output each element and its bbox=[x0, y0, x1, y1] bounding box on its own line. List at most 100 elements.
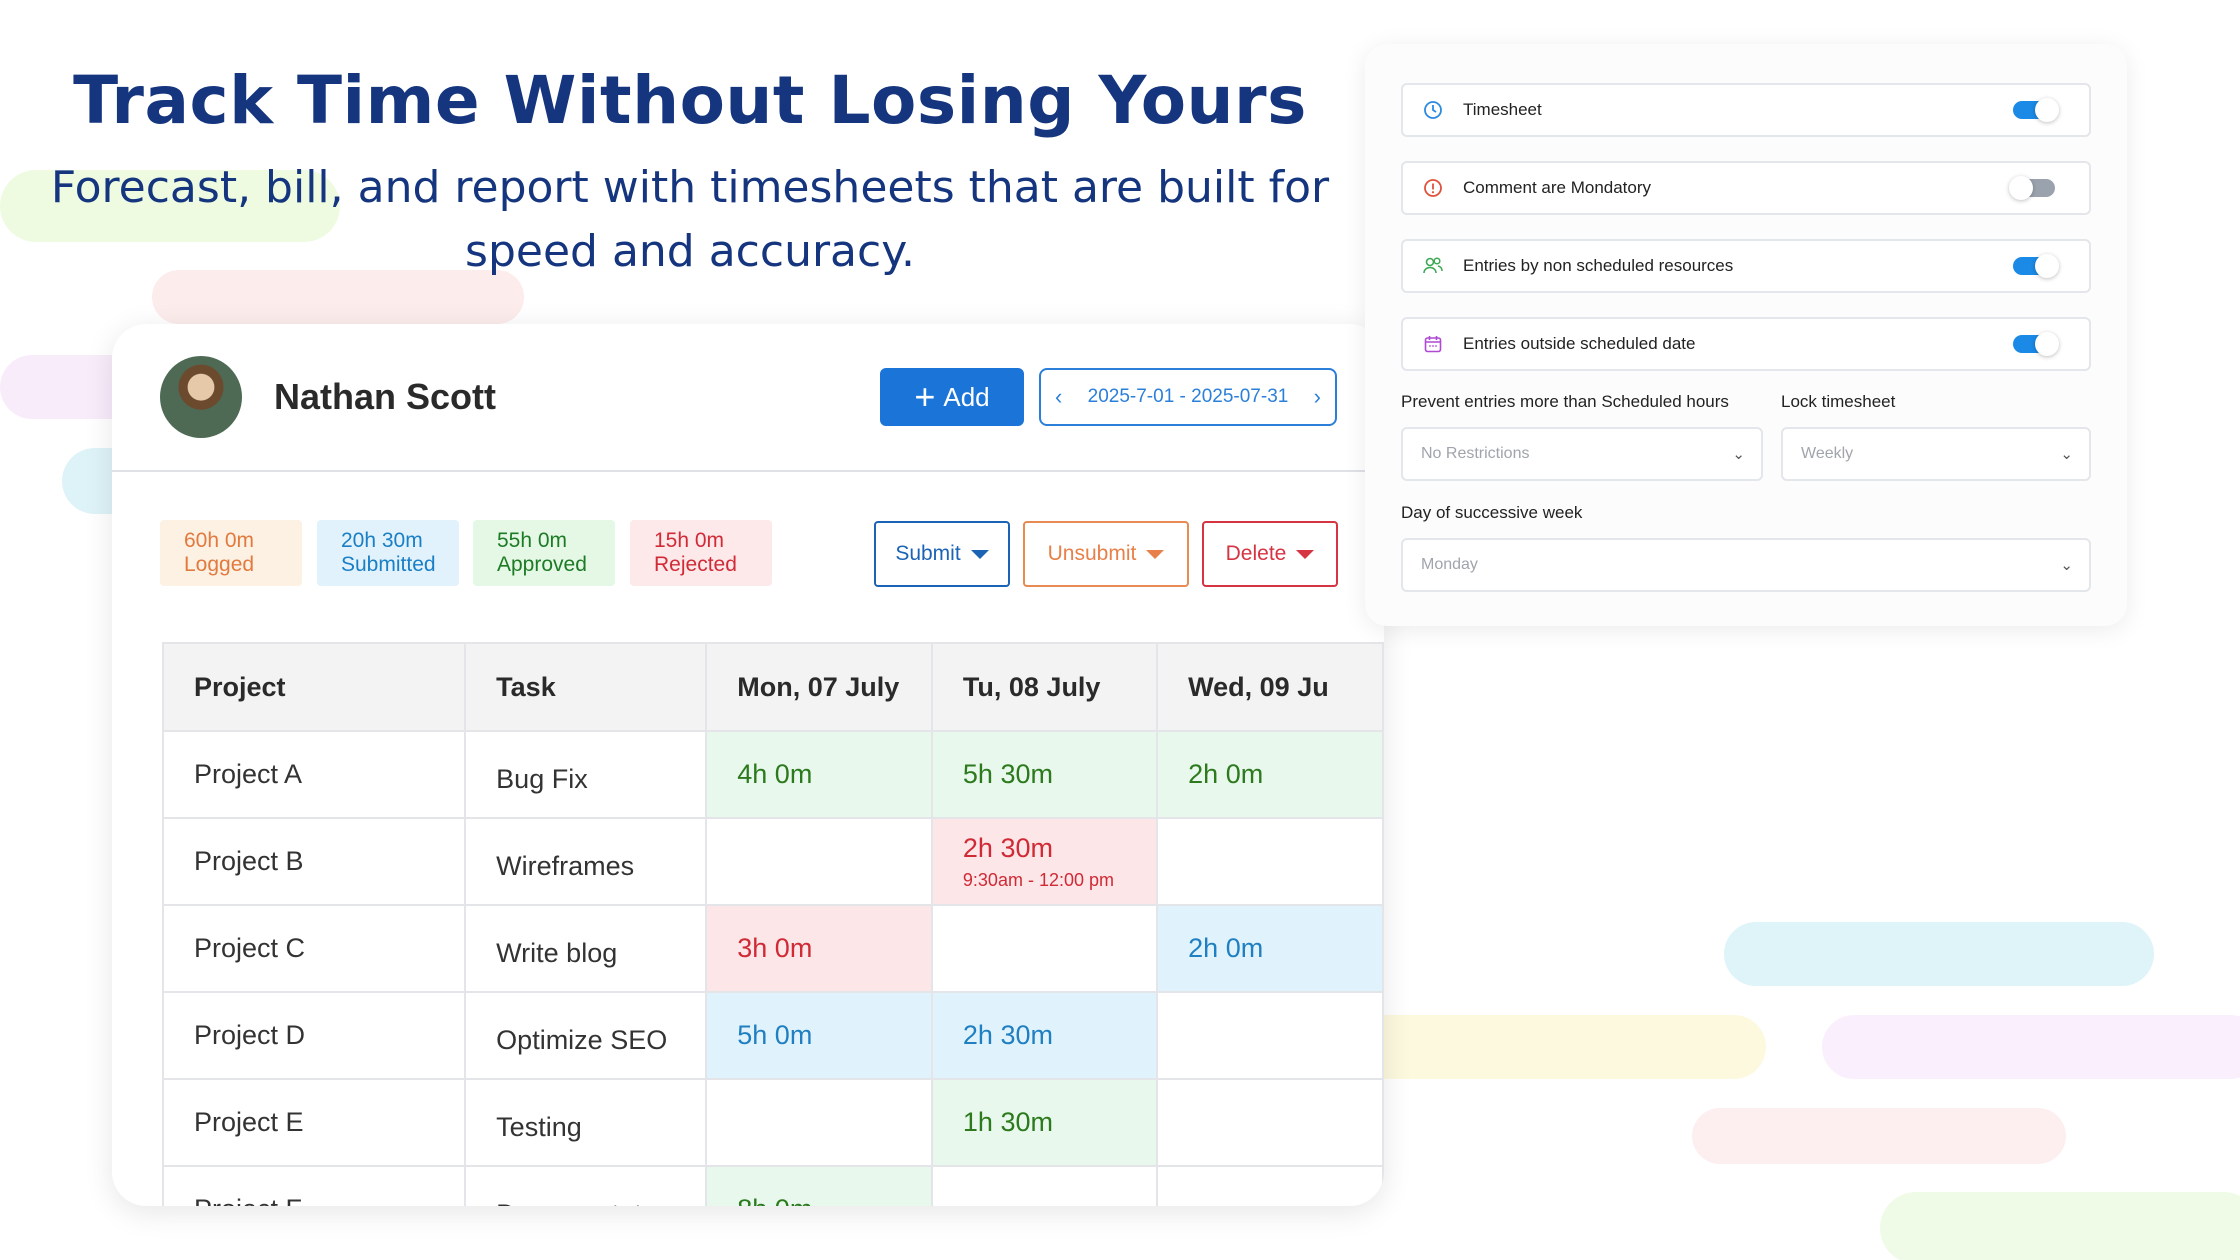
stat-rejected: 15h 0m Rejected bbox=[630, 520, 772, 586]
chevron-down-icon: ⌄ bbox=[2060, 446, 2073, 463]
task-cell: Bug Fix bbox=[464, 730, 708, 819]
hero-subtitle-line: Forecast, bill, and report with timeshee… bbox=[50, 162, 1330, 213]
setting-timesheet: Timesheet bbox=[1401, 83, 2091, 137]
table-row: Project D Optimize SEO 5h 0m 2h 30m bbox=[161, 991, 1384, 1080]
timesheet-table: Project Task Mon, 07 July Tu, 08 July We… bbox=[161, 642, 1384, 1206]
project-cell: Project E bbox=[161, 1078, 467, 1167]
caret-down-icon bbox=[1296, 549, 1315, 559]
time-cell[interactable] bbox=[705, 1078, 933, 1167]
time-cell[interactable]: 5h 0m bbox=[705, 991, 933, 1080]
time-cell[interactable]: 1h 30m bbox=[930, 1078, 1159, 1167]
task-cell: Wireframes bbox=[464, 817, 708, 906]
column-header: Wed, 09 Ju bbox=[1156, 642, 1384, 732]
alert-circle-icon bbox=[1421, 176, 1445, 200]
task-cell: Write blog bbox=[464, 904, 708, 993]
time-cell[interactable]: 4h 0m bbox=[705, 730, 933, 819]
table-row: Project F Documentat 8h 0m bbox=[161, 1165, 1384, 1206]
lock-timesheet-label: Lock timesheet bbox=[1781, 392, 1896, 411]
prevent-entries-label: Prevent entries more than Scheduled hour… bbox=[1401, 392, 1729, 411]
table-row: Project A Bug Fix 4h 0m 5h 30m 2h 0m bbox=[161, 730, 1384, 819]
setting-outside-scheduled-date: Entries outside scheduled date bbox=[1401, 317, 2091, 371]
prevent-entries-select[interactable]: No Restrictions ⌄ bbox=[1401, 427, 1763, 481]
setting-non-scheduled-resources: Entries by non scheduled resources bbox=[1401, 239, 2091, 293]
stat-value: 15h 0m bbox=[654, 529, 725, 552]
decor-pill bbox=[1724, 922, 2154, 986]
time-cell[interactable] bbox=[1156, 1078, 1384, 1167]
unsubmit-button[interactable]: Unsubmit bbox=[1023, 521, 1189, 587]
unsubmit-button-label: Unsubmit bbox=[1047, 542, 1137, 565]
plus-icon: + bbox=[914, 376, 936, 417]
caret-down-icon bbox=[1146, 549, 1165, 559]
project-cell: Project F bbox=[161, 1165, 467, 1206]
time-cell[interactable] bbox=[930, 1165, 1159, 1206]
user-name: Nathan Scott bbox=[274, 376, 497, 417]
stat-label: Submitted bbox=[341, 553, 436, 576]
time-cell[interactable]: 2h 30m bbox=[930, 991, 1159, 1080]
delete-button[interactable]: Delete bbox=[1202, 521, 1338, 587]
time-cell[interactable]: 2h 0m bbox=[1156, 730, 1384, 819]
timesheet-toggle[interactable] bbox=[2013, 98, 2059, 122]
time-cell[interactable]: 3h 0m bbox=[705, 904, 933, 993]
chevron-down-icon: ⌄ bbox=[1732, 446, 1745, 463]
stat-label: Rejected bbox=[654, 553, 737, 576]
comment-mandatory-toggle[interactable] bbox=[2009, 176, 2055, 200]
date-range-picker[interactable]: ‹ 2025-7-01 - 2025-07-31 › bbox=[1039, 368, 1337, 426]
column-header: Mon, 07 July bbox=[705, 642, 933, 732]
time-cell[interactable]: 8h 0m bbox=[705, 1165, 933, 1206]
hero-subtitle: Forecast, bill, and report with timeshee… bbox=[40, 156, 1340, 284]
chevron-left-icon[interactable]: ‹ bbox=[1055, 384, 1063, 409]
submit-button-label: Submit bbox=[895, 542, 961, 565]
decor-pill bbox=[1320, 1015, 1766, 1079]
stat-approved: 55h 0m Approved bbox=[473, 520, 615, 586]
table-header-row: Project Task Mon, 07 July Tu, 08 July We… bbox=[161, 642, 1384, 732]
settings-panel: Timesheet Comment are Mondatory Entries … bbox=[1365, 44, 2127, 626]
stat-label: Approved bbox=[497, 553, 587, 576]
add-button[interactable]: + Add bbox=[880, 368, 1024, 426]
time-cell[interactable] bbox=[1156, 817, 1384, 906]
time-cell[interactable] bbox=[1156, 1165, 1384, 1206]
outside-scheduled-date-toggle[interactable] bbox=[2013, 332, 2059, 356]
submit-button[interactable]: Submit bbox=[874, 521, 1010, 587]
task-cell: Optimize SEO bbox=[464, 991, 708, 1080]
lock-timesheet-select[interactable]: Weekly ⌄ bbox=[1781, 427, 2091, 481]
setting-label: Entries by non scheduled resources bbox=[1463, 256, 1734, 275]
decor-pill bbox=[0, 170, 340, 242]
time-value: 2h 30m bbox=[962, 832, 1053, 863]
timesheet-header: Nathan Scott + Add ‹ 2025-7-01 - 2025-07… bbox=[112, 324, 1384, 472]
time-cell[interactable]: 2h 30m 9:30am - 12:00 pm bbox=[930, 817, 1159, 906]
chevron-right-icon[interactable]: › bbox=[1313, 384, 1321, 409]
decor-pill bbox=[1692, 1108, 2066, 1164]
date-range-label: 2025-7-01 - 2025-07-31 bbox=[1087, 386, 1289, 407]
time-cell[interactable] bbox=[1156, 991, 1384, 1080]
timesheet-card: Nathan Scott + Add ‹ 2025-7-01 - 2025-07… bbox=[112, 324, 1384, 1206]
select-value: Monday bbox=[1421, 556, 1478, 573]
add-button-label: Add bbox=[943, 381, 990, 412]
hero-title: Track Time Without Losing Yours bbox=[73, 62, 1307, 139]
day-of-week-select[interactable]: Monday ⌄ bbox=[1401, 538, 2091, 592]
setting-comment-mandatory: Comment are Mondatory bbox=[1401, 161, 2091, 215]
non-scheduled-resources-toggle[interactable] bbox=[2013, 254, 2059, 278]
setting-label: Timesheet bbox=[1463, 100, 1542, 119]
chevron-down-icon: ⌄ bbox=[2060, 557, 2073, 574]
stat-submitted: 20h 30m Submitted bbox=[317, 520, 459, 586]
project-cell: Project C bbox=[161, 904, 467, 993]
time-cell[interactable]: 5h 30m bbox=[930, 730, 1159, 819]
column-header: Task bbox=[464, 642, 708, 732]
calendar-icon bbox=[1421, 332, 1445, 356]
stat-label: Logged bbox=[184, 553, 255, 576]
time-cell[interactable] bbox=[705, 817, 933, 906]
clock-icon bbox=[1421, 98, 1445, 122]
time-cell[interactable] bbox=[930, 904, 1159, 993]
decor-pill bbox=[1880, 1192, 2240, 1260]
delete-button-label: Delete bbox=[1225, 542, 1287, 565]
time-cell[interactable]: 2h 0m bbox=[1156, 904, 1384, 993]
stat-value: 55h 0m bbox=[497, 529, 568, 552]
avatar bbox=[160, 356, 242, 438]
decor-pill bbox=[152, 270, 524, 324]
stat-value: 20h 30m bbox=[341, 529, 423, 552]
select-value: Weekly bbox=[1801, 445, 1854, 462]
users-icon bbox=[1421, 254, 1445, 278]
task-cell: Testing bbox=[464, 1078, 708, 1167]
task-cell: Documentat bbox=[464, 1165, 708, 1206]
time-range: 9:30am - 12:00 pm bbox=[962, 869, 1114, 890]
